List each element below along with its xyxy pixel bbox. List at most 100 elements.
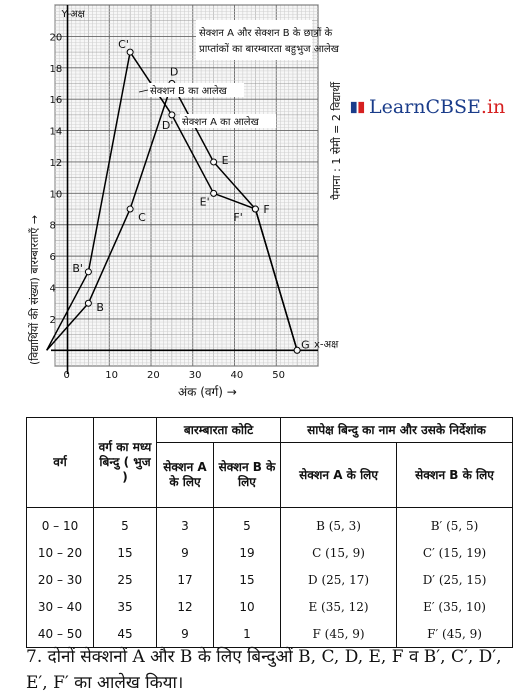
cell-point-b: C′ (15, 19) (396, 539, 513, 566)
cell-freq-a: 3 (156, 507, 214, 539)
table-row: 10 – 20 15 9 19 C (15, 9) C′ (15, 19) (26, 539, 513, 566)
cell-freq-b: 10 (213, 593, 281, 620)
header-points-a: सेक्शन A के लिए (279, 442, 398, 508)
frequency-polygon-chart: 0 10 20 30 40 50 2 4 6 8 10 12 14 16 18 20 B C D E F G B' C' D'… (28, 4, 343, 399)
y-axis-name: Y-अक्ष (61, 9, 86, 20)
point-label: B' (72, 262, 83, 275)
table-row: 20 – 30 25 17 15 D (25, 17) D′ (25, 15) (26, 566, 513, 593)
y-tick-label: 8 (50, 221, 56, 232)
data-point (84, 299, 92, 307)
y-tick-label: 2 (50, 315, 56, 326)
data-point (126, 205, 134, 213)
chart-tick-labels: 0 10 20 30 40 50 2 4 6 8 10 12 14 16 18 20 (50, 32, 285, 381)
plot-area (54, 4, 319, 367)
cell-freq-b: 19 (213, 539, 281, 566)
cell-midpoint: 5 (93, 507, 157, 539)
x-tick-label: 10 (105, 370, 118, 381)
point-label: C (138, 211, 146, 224)
cell-point-a: D (25, 17) (279, 566, 398, 593)
cell-midpoint: 35 (93, 593, 157, 620)
header-section-b: सेक्शन B के लिए (213, 442, 281, 508)
cell-point-a: E (35, 12) (279, 593, 398, 620)
cell-class: 20 – 30 (26, 566, 94, 593)
cell-midpoint: 45 (93, 620, 157, 648)
cell-point-b: E′ (35, 10) (396, 593, 513, 620)
point-label: G (301, 338, 310, 351)
x-axis-label: अंक (वर्ग) → (178, 385, 237, 399)
y-tick-label: 4 (50, 284, 56, 295)
cell-midpoint: 15 (93, 539, 157, 566)
cell-point-b: B′ (5, 5) (396, 507, 513, 539)
cell-freq-a: 12 (156, 593, 214, 620)
series-b-name: सेक्शन B का आलेख (150, 85, 228, 97)
y-tick-label: 6 (50, 252, 56, 263)
brand-logo: LearnCBSE.in (350, 96, 505, 118)
frequency-table: वर्ग वर्ग का मध्य बिन्दु ( भुज ) बारम्बा… (26, 417, 513, 648)
cell-class: 0 – 10 (26, 507, 94, 539)
cell-freq-b: 5 (213, 507, 281, 539)
chart-title-line2: प्राप्तांकों का बारम्बारता बहुभुज आलेख (199, 43, 340, 56)
series-a-name-bg (180, 114, 276, 128)
chart-title: सेक्शन A और सेक्शन B के छात्रों के (199, 27, 333, 39)
y-tick-label: 14 (50, 127, 63, 138)
header-frequency-group: बारम्बारता कोटि (156, 417, 281, 443)
title-bg (196, 20, 312, 60)
series-a-name: सेक्शन A का आलेख (182, 116, 260, 128)
y-tick-label: 16 (50, 95, 63, 106)
cell-class: 10 – 20 (26, 539, 94, 566)
table-row: 30 – 40 35 12 10 E (35, 12) E′ (35, 10) (26, 593, 513, 620)
brand-name: LearnCBSE (369, 96, 481, 118)
x-tick-label: 40 (231, 370, 244, 381)
cell-freq-b: 15 (213, 566, 281, 593)
point-label: F (263, 203, 269, 216)
y-tick-label: 12 (50, 158, 63, 169)
point-label: C' (118, 38, 129, 51)
data-point (126, 48, 134, 56)
header-class: वर्ग (26, 417, 94, 508)
x-tick-label: 0 (64, 370, 70, 381)
header-points-b: सेक्शन B के लिए (396, 442, 513, 508)
cell-point-a: C (15, 9) (279, 539, 398, 566)
cell-point-b: D′ (25, 15) (396, 566, 513, 593)
series-b-name-bg (148, 83, 244, 97)
series-b-pointer (138, 89, 149, 93)
data-point (168, 111, 176, 119)
table-row: 40 – 50 45 9 1 F (45, 9) F′ (45, 9) (26, 620, 513, 648)
cell-point-b: F′ (45, 9) (396, 620, 513, 648)
table-body: 0 – 10 5 3 5 B (5, 3) B′ (5, 5) 10 – 20 15 9 19 C … (26, 507, 513, 648)
header-midpoint: वर्ग का मध्य बिन्दु ( भुज ) (93, 417, 157, 508)
x-tick-label: 50 (272, 370, 285, 381)
x-tick-label: 30 (189, 370, 202, 381)
cell-freq-b: 1 (213, 620, 281, 648)
data-point (210, 189, 218, 197)
header-section-a: सेक्शन A के लिए (156, 442, 214, 508)
cell-freq-a: 17 (156, 566, 214, 593)
x-tick-label: 20 (147, 370, 160, 381)
data-point (293, 346, 301, 354)
chart-text-labels: B C D E F G B' C' D' E' F' सेक्शन B का आलेख सेक्शन A… (28, 9, 343, 399)
y-tick-label: 18 (50, 64, 63, 75)
scale-note: पैमाना : 1 सेमी = 2 विद्यार्थी (330, 81, 343, 200)
point-label: D (170, 65, 178, 78)
x-axis-name: x-अक्ष (314, 339, 339, 350)
point-label: E (222, 154, 229, 167)
explanation-note: 7. दोनों सेक्शनों A और B के लिए बिन्दुओं… (26, 647, 502, 693)
chart-data-points (84, 48, 301, 354)
chart-grid (54, 4, 319, 367)
point-label: D' (162, 119, 174, 132)
y-tick-label: 20 (50, 32, 63, 43)
cell-freq-a: 9 (156, 539, 214, 566)
data-point (210, 158, 218, 166)
point-label: F' (233, 211, 242, 224)
cell-point-a: B (5, 3) (279, 507, 398, 539)
data-point (251, 205, 259, 213)
point-label: E' (200, 195, 210, 208)
y-axis-label: (विद्यार्थियों की संख्या) बारम्बारताएँ → (28, 215, 41, 365)
book-icon (350, 101, 365, 114)
header-points-group: सापेक्ष बिन्दु का नाम और उसके निर्देशांक (280, 417, 513, 443)
cell-midpoint: 25 (93, 566, 157, 593)
table-row: 0 – 10 5 3 5 B (5, 3) B′ (5, 5) (26, 507, 513, 539)
brand-suffix: .in (480, 96, 506, 118)
data-point (84, 268, 92, 276)
y-tick-label: 10 (50, 189, 63, 200)
